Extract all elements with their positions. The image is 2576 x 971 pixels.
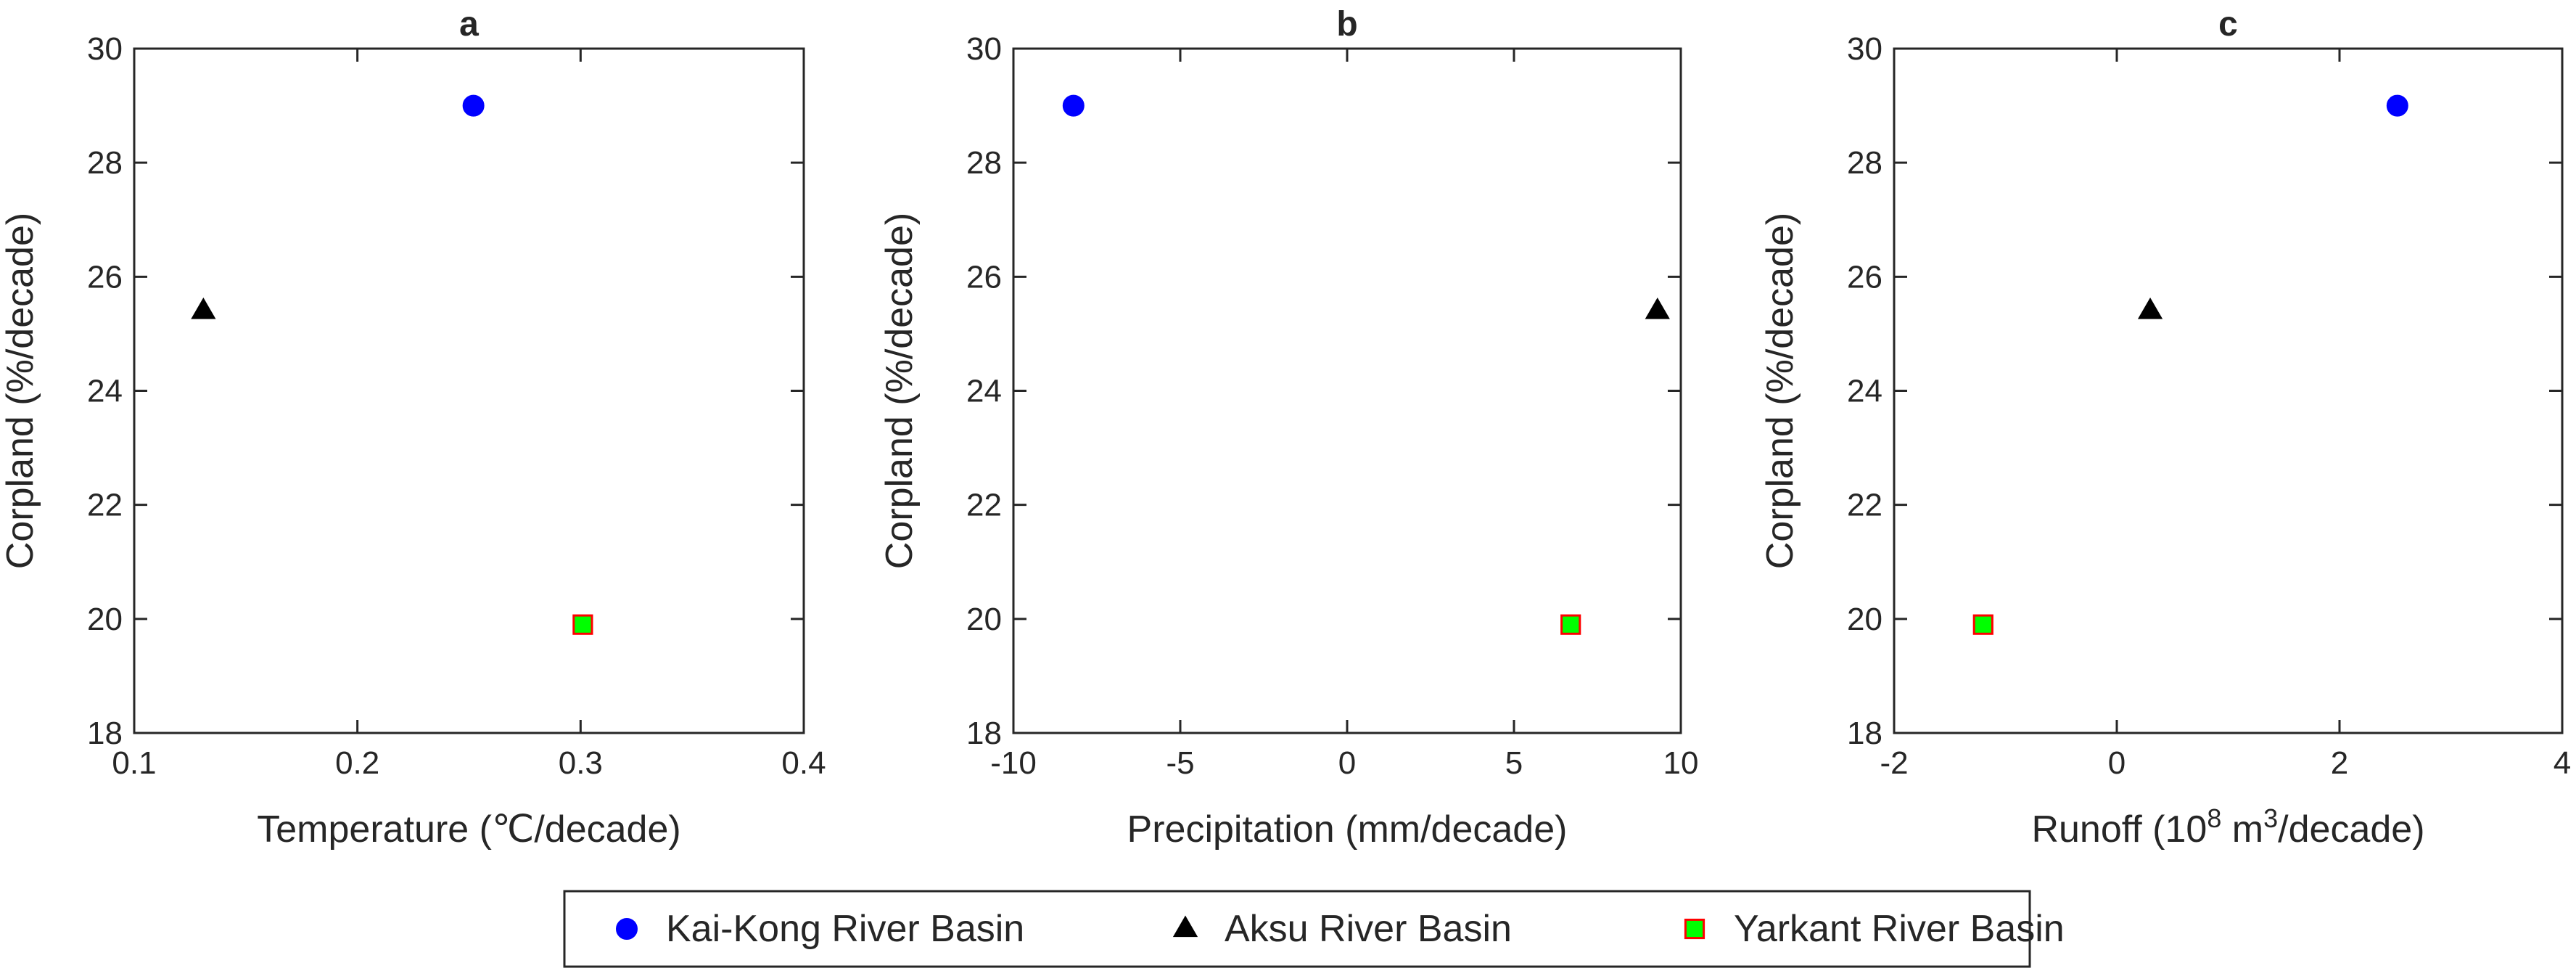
y-tick-label: 20 <box>966 602 1002 637</box>
x-axis-label-part: m <box>2221 808 2263 851</box>
x-axis-label-part: 3 <box>2263 803 2278 833</box>
panel-b: -10 -5 0 5 10 18 20 22 24 26 28 30 b Corpland (%/deca… <box>878 5 1698 851</box>
y-tick-label: 18 <box>87 716 123 751</box>
legend-marker-aksu <box>1172 915 1198 938</box>
x-tick-label: 2 <box>2331 745 2348 781</box>
aksu-point <box>2137 297 2163 319</box>
panel-a: 0.1 0.2 0.3 0.4 18 20 22 24 26 28 30 a Corpland (%/d… <box>0 5 826 851</box>
x-tick-label: 0.1 <box>112 745 156 781</box>
y-tick-label: 30 <box>87 31 123 67</box>
y-tick-label: 22 <box>87 488 123 523</box>
y-tick-label: 20 <box>87 602 123 637</box>
y-tick-label: 18 <box>1847 716 1882 751</box>
legend-label: Yarkant River Basin <box>1734 908 2065 950</box>
y-tick-label: 30 <box>966 31 1002 67</box>
y-tick-label: 24 <box>966 374 1002 409</box>
x-tick-label: 0.2 <box>335 745 379 781</box>
yarkant-point <box>1560 614 1581 635</box>
y-tick-label: 28 <box>966 145 1002 181</box>
x-axis-label-part: 8 <box>2207 803 2221 833</box>
y-tick-label: 26 <box>966 259 1002 295</box>
x-tick-label: 0.4 <box>781 745 826 781</box>
y-axis-label: Corpland (%/decade) <box>0 213 41 569</box>
kai-kong-point <box>1062 94 1085 117</box>
legend-marker-yarkant <box>1684 918 1705 940</box>
x-axis-label: Runoff (108 m3/decade) <box>2031 803 2424 851</box>
axes-box <box>133 47 805 734</box>
y-tick-label: 28 <box>87 145 123 181</box>
kai-kong-point <box>462 94 485 117</box>
yarkant-point <box>1972 614 1993 635</box>
y-tick-label: 20 <box>1847 602 1882 637</box>
y-tick-label: 18 <box>966 716 1002 751</box>
axes-box <box>1893 47 2564 734</box>
x-axis-label-part: /decade) <box>2278 808 2424 851</box>
x-tick-label: -10 <box>990 745 1037 781</box>
kai-kong-point <box>2386 94 2408 117</box>
y-tick-label: 28 <box>1847 145 1882 181</box>
panel-title: c <box>2218 5 2238 44</box>
aksu-point <box>1645 297 1670 319</box>
y-tick-label: 22 <box>1847 488 1882 523</box>
aksu-point <box>191 297 216 319</box>
legend-label: Kai-Kong River Basin <box>666 908 1024 950</box>
y-tick-label: 26 <box>1847 259 1882 295</box>
legend-box <box>563 890 2031 968</box>
legend: Kai-Kong River Basin Aksu River Basin Yark… <box>563 890 2065 968</box>
x-axis-label-part: Runoff (10 <box>2031 808 2207 851</box>
x-tick-label: 10 <box>1663 745 1699 781</box>
yarkant-point <box>572 614 593 635</box>
x-tick-label: 0 <box>1338 745 1356 781</box>
y-tick-label: 26 <box>87 259 123 295</box>
panel-title: a <box>459 5 479 44</box>
x-tick-label: 4 <box>2554 745 2571 781</box>
y-tick-label: 30 <box>1847 31 1882 67</box>
x-axis-label: Temperature (℃/decade) <box>257 808 680 851</box>
legend-marker-kai-kong <box>616 918 638 940</box>
x-tick-label: -2 <box>1880 745 1908 781</box>
x-tick-label: 0 <box>2108 745 2126 781</box>
legend-label: Aksu River Basin <box>1225 908 1512 950</box>
x-tick-label: 0.3 <box>559 745 603 781</box>
y-tick-label: 24 <box>87 374 123 409</box>
x-tick-label: 5 <box>1505 745 1523 781</box>
panel-title: b <box>1336 5 1357 44</box>
y-axis-label: Corpland (%/decade) <box>1759 213 1801 569</box>
y-tick-label: 22 <box>966 488 1002 523</box>
x-tick-label: -5 <box>1166 745 1194 781</box>
x-axis-label: Precipitation (mm/decade) <box>1127 808 1568 851</box>
y-tick-label: 24 <box>1847 374 1882 409</box>
y-axis-label: Corpland (%/decade) <box>878 213 921 569</box>
